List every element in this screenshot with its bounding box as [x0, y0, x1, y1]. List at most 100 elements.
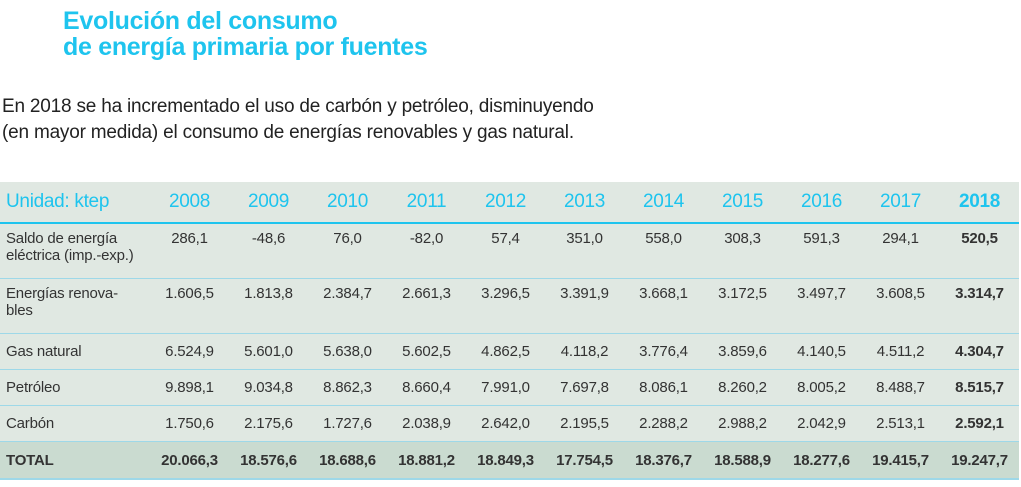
cell: 4.511,2 [861, 333, 940, 370]
cell: 6.524,9 [150, 333, 229, 370]
row-label-line-1: Energías renova- [6, 285, 118, 302]
total-cell: 18.688,6 [308, 441, 387, 480]
energy-consumption-table-container: Unidad: ktep 2008 2009 2010 2011 2012 20… [0, 182, 1021, 480]
cell: 8.660,4 [387, 369, 466, 406]
table-row-petroleo: Petróleo 9.898,1 9.034,8 8.862,3 8.660,4… [0, 369, 1019, 406]
cell: 1.727,6 [308, 405, 387, 442]
year-header: 2012 [466, 182, 545, 224]
cell: 2.988,2 [703, 405, 782, 442]
cell: -48,6 [229, 223, 308, 279]
total-cell: 19.415,7 [861, 441, 940, 480]
cell: 3.497,7 [782, 278, 861, 334]
cell-current-year: 4.304,7 [940, 333, 1019, 370]
year-header-current: 2018 [940, 182, 1019, 224]
table-row-carbon: Carbón 1.750,6 2.175,6 1.727,6 2.038,9 2… [0, 405, 1019, 442]
title-line-1: Evolución del consumo [63, 7, 338, 35]
total-cell: 19.247,7 [940, 441, 1019, 480]
row-label: Carbón [0, 405, 150, 442]
total-cell: 17.754,5 [545, 441, 624, 480]
cell: 558,0 [624, 223, 703, 279]
year-header: 2013 [545, 182, 624, 224]
table-row-total: TOTAL 20.066,3 18.576,6 18.688,6 18.881,… [0, 441, 1019, 480]
summary-text: En 2018 se ha incrementado el uso de car… [2, 94, 594, 146]
cell: -82,0 [387, 223, 466, 279]
cell: 3.608,5 [861, 278, 940, 334]
year-header: 2017 [861, 182, 940, 224]
row-label: Energías renova-bles [0, 278, 150, 334]
cell: 8.086,1 [624, 369, 703, 406]
cell: 8.862,3 [308, 369, 387, 406]
cell: 8.260,2 [703, 369, 782, 406]
total-cell: 18.277,6 [782, 441, 861, 480]
year-header: 2016 [782, 182, 861, 224]
table-row-saldo-electrico: Saldo de energía eléctrica (imp.-exp.) 28… [0, 223, 1019, 279]
cell: 7.991,0 [466, 369, 545, 406]
cell: 2.384,7 [308, 278, 387, 334]
total-cell: 18.376,7 [624, 441, 703, 480]
row-label: Saldo de energía eléctrica (imp.-exp.) [0, 223, 150, 279]
year-header: 2014 [624, 182, 703, 224]
cell: 2.642,0 [466, 405, 545, 442]
cell: 294,1 [861, 223, 940, 279]
cell: 4.118,2 [545, 333, 624, 370]
cell: 8.005,2 [782, 369, 861, 406]
cell-current-year: 8.515,7 [940, 369, 1019, 406]
cell: 351,0 [545, 223, 624, 279]
cell: 2.513,1 [861, 405, 940, 442]
cell: 2.661,3 [387, 278, 466, 334]
cell: 3.296,5 [466, 278, 545, 334]
cell: 591,3 [782, 223, 861, 279]
cell: 5.638,0 [308, 333, 387, 370]
cell: 1.750,6 [150, 405, 229, 442]
title-line-2: de energía primaria por fuentes [63, 33, 428, 61]
cell: 4.862,5 [466, 333, 545, 370]
total-cell: 20.066,3 [150, 441, 229, 480]
cell: 4.140,5 [782, 333, 861, 370]
cell: 308,3 [703, 223, 782, 279]
cell: 9.034,8 [229, 369, 308, 406]
table-row-renovables: Energías renova-bles 1.606,5 1.813,8 2.3… [0, 278, 1019, 334]
row-label-line-2: bles [6, 302, 33, 319]
total-cell: 18.881,2 [387, 441, 466, 480]
row-label-line-2: eléctrica (imp.-exp.) [6, 247, 134, 264]
cell: 3.668,1 [624, 278, 703, 334]
year-header: 2010 [308, 182, 387, 224]
cell: 2.038,9 [387, 405, 466, 442]
cell: 2.195,5 [545, 405, 624, 442]
row-label: Petróleo [0, 369, 150, 406]
table-row-gas-natural: Gas natural 6.524,9 5.601,0 5.638,0 5.60… [0, 333, 1019, 370]
unit-header: Unidad: ktep [0, 182, 150, 224]
header-row: Unidad: ktep 2008 2009 2010 2011 2012 20… [0, 182, 1019, 224]
cell-current-year: 2.592,1 [940, 405, 1019, 442]
total-cell: 18.588,9 [703, 441, 782, 480]
cell: 286,1 [150, 223, 229, 279]
cell-current-year: 3.314,7 [940, 278, 1019, 334]
row-label: Gas natural [0, 333, 150, 370]
energy-consumption-table: Unidad: ktep 2008 2009 2010 2011 2012 20… [0, 182, 1019, 480]
total-label: TOTAL [0, 441, 150, 480]
cell-current-year: 520,5 [940, 223, 1019, 279]
summary-line-1: En 2018 se ha incrementado el uso de car… [2, 96, 594, 117]
cell: 76,0 [308, 223, 387, 279]
cell: 2.042,9 [782, 405, 861, 442]
year-header: 2009 [229, 182, 308, 224]
year-header: 2011 [387, 182, 466, 224]
row-label-line-1: Saldo de energía [6, 230, 118, 247]
year-header: 2008 [150, 182, 229, 224]
year-header: 2015 [703, 182, 782, 224]
total-cell: 18.849,3 [466, 441, 545, 480]
cell: 3.776,4 [624, 333, 703, 370]
cell: 2.175,6 [229, 405, 308, 442]
cell: 1.813,8 [229, 278, 308, 334]
cell: 57,4 [466, 223, 545, 279]
summary-line-2: (en mayor medida) el consumo de energías… [2, 122, 574, 143]
cell: 2.288,2 [624, 405, 703, 442]
cell: 3.859,6 [703, 333, 782, 370]
page-title: Evolución del consumo de energía primari… [63, 7, 428, 61]
cell: 9.898,1 [150, 369, 229, 406]
cell: 3.172,5 [703, 278, 782, 334]
cell: 7.697,8 [545, 369, 624, 406]
cell: 5.601,0 [229, 333, 308, 370]
cell: 3.391,9 [545, 278, 624, 334]
cell: 1.606,5 [150, 278, 229, 334]
